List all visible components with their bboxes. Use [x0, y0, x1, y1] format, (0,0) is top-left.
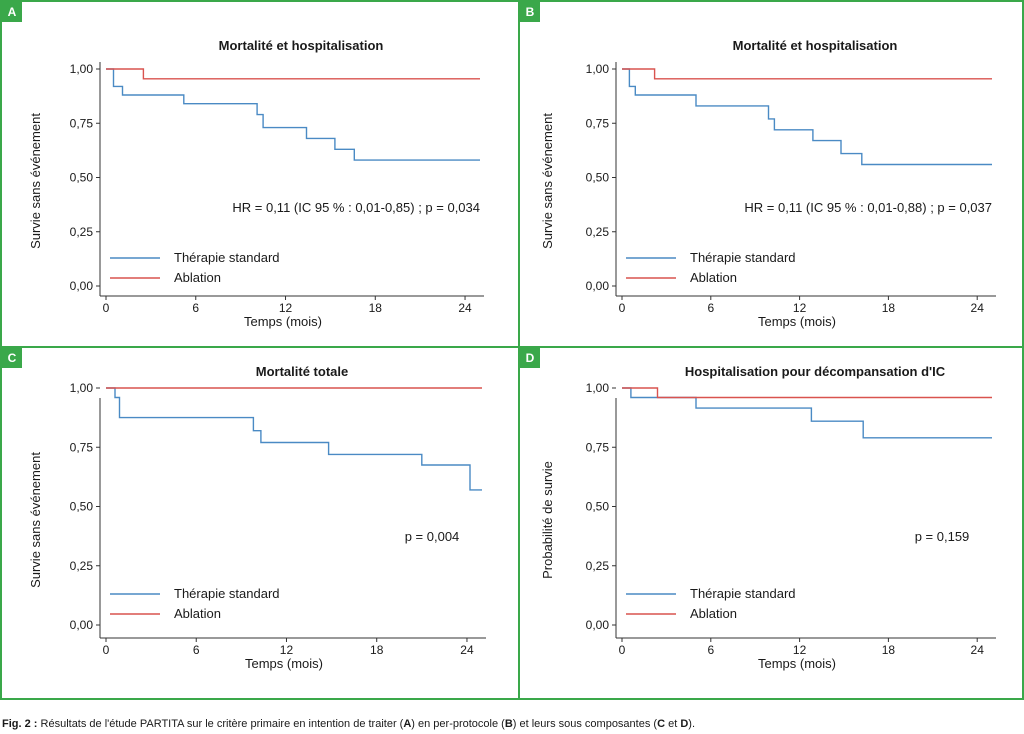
stat-annotation: HR = 0,11 (IC 95 % : 0,01-0,88) ; p = 0,…	[744, 200, 992, 215]
y-axis-label: Survie sans événement	[540, 113, 555, 249]
x-tick-label: 24	[458, 301, 472, 315]
y-tick-label: 1,00	[70, 62, 94, 76]
legend-label: Thérapie standard	[690, 586, 796, 601]
chart-a: Mortalité et hospitalisation 0,00 0,25 0,50…	[28, 38, 484, 329]
x-tick-label: 24	[971, 643, 985, 657]
stat-annotation: p = 0,004	[405, 529, 460, 544]
caption-text-4: et	[665, 718, 681, 730]
series-line-ablation	[106, 68, 480, 80]
x-tick-label: 18	[369, 301, 383, 315]
x-tick-label: 12	[793, 643, 807, 657]
chart-title: Mortalité totale	[256, 364, 348, 379]
x-tick-label: 18	[882, 301, 896, 315]
y-axis-label: Survie sans événement	[28, 452, 43, 588]
y-tick-label: 0,50	[586, 171, 610, 185]
panel-d: D Hospitalisation pour décompansation d'…	[518, 346, 1024, 700]
y-tick-label: 0,00	[586, 279, 610, 293]
caption-letter-c: C	[657, 718, 666, 730]
legend-label: Ablation	[174, 270, 221, 285]
legend-label: Ablation	[174, 606, 221, 621]
y-tick-label: 0,25	[586, 225, 610, 239]
series-line-ablation	[622, 68, 992, 80]
legend-label: Thérapie standard	[690, 250, 796, 265]
chart-d: Hospitalisation pour décompansation d'IC…	[540, 364, 996, 671]
x-tick-label: 0	[103, 643, 110, 657]
series-line-standard	[622, 68, 992, 166]
chart-title: Mortalité et hospitalisation	[219, 38, 384, 53]
y-tick-label: 0,25	[70, 559, 94, 573]
series-line-ablation	[622, 387, 992, 399]
y-axis-label: Survie sans événement	[28, 113, 43, 249]
legend-label: Thérapie standard	[174, 250, 280, 265]
x-tick-label: 6	[192, 301, 199, 315]
y-tick-label: 0,75	[586, 440, 610, 454]
panel-label: D	[520, 348, 540, 368]
panel-a: A Mortalité et hospitalisation 0,00 0,25 0,…	[0, 0, 520, 348]
caption-letter-d: D	[680, 718, 689, 730]
y-tick-label: 0,00	[586, 618, 610, 632]
x-tick-label: 6	[707, 643, 714, 657]
caption-prefix: Fig. 2 :	[2, 718, 38, 730]
series-line-standard	[622, 387, 992, 439]
x-tick-label: 24	[971, 301, 985, 315]
x-tick-label: 0	[103, 301, 110, 315]
x-tick-label: 6	[193, 643, 200, 657]
caption-text-2: ) en per-protocole (	[411, 718, 505, 730]
y-tick-label: 0,50	[70, 171, 94, 185]
chart-title: Hospitalisation pour décompansation d'IC	[685, 364, 946, 379]
y-tick-label: 1,00	[70, 381, 94, 395]
chart-c: Mortalité totale 0,00 0,25 0,50 0,75 1,00 0 6 12…	[28, 364, 486, 671]
panel-c: C Mortalité totale 0,00 0,25 0,50 0,75 1,00 0 6…	[0, 346, 520, 700]
y-tick-label: 0,25	[586, 559, 610, 573]
caption-letter-b: B	[504, 718, 513, 730]
figure-caption: Fig. 2 : Résultats de l'étude PARTITA su…	[2, 718, 695, 730]
chart-title: Mortalité et hospitalisation	[733, 38, 898, 53]
x-tick-label: 0	[619, 301, 626, 315]
panel-label: B	[520, 2, 540, 22]
chart-b: Mortalité et hospitalisation 0,00 0,25 0,50…	[540, 38, 996, 329]
legend-label: Ablation	[690, 606, 737, 621]
y-tick-label: 0,50	[70, 500, 94, 514]
x-axis-label: Temps (mois)	[758, 656, 836, 671]
y-tick-label: 1,00	[586, 62, 610, 76]
x-axis-label: Temps (mois)	[244, 314, 322, 329]
series-line-standard	[106, 387, 482, 491]
series-line-standard	[106, 68, 480, 161]
y-tick-label: 0,75	[70, 440, 94, 454]
x-tick-label: 18	[370, 643, 384, 657]
caption-text-5: ).	[688, 718, 696, 730]
x-tick-label: 0	[619, 643, 626, 657]
stat-annotation: HR = 0,11 (IC 95 % : 0,01-0,85) ; p = 0,…	[232, 200, 480, 215]
caption-letter-a: A	[403, 718, 412, 730]
y-tick-label: 1,00	[586, 381, 610, 395]
panel-b: B Mortalité et hospitalisation 0,00 0,25 0,…	[518, 0, 1024, 348]
y-axis-label: Probabilité de survie	[540, 461, 555, 579]
panel-label: C	[2, 348, 22, 368]
y-tick-label: 0,75	[586, 116, 610, 130]
x-axis-label: Temps (mois)	[245, 656, 323, 671]
x-tick-label: 12	[280, 643, 294, 657]
stat-annotation: p = 0,159	[915, 529, 970, 544]
x-axis-label: Temps (mois)	[758, 314, 836, 329]
legend-label: Thérapie standard	[174, 586, 280, 601]
x-tick-label: 6	[707, 301, 714, 315]
caption-text-1: Résultats de l'étude PARTITA sur le crit…	[37, 718, 404, 730]
x-tick-label: 12	[279, 301, 293, 315]
caption-text-3: ) et leurs sous composantes (	[512, 718, 658, 730]
y-tick-label: 0,00	[70, 279, 94, 293]
y-tick-label: 0,25	[70, 225, 94, 239]
panel-label: A	[2, 2, 22, 22]
y-tick-label: 0,00	[70, 618, 94, 632]
y-tick-label: 0,50	[586, 500, 610, 514]
x-tick-label: 12	[793, 301, 807, 315]
legend-label: Ablation	[690, 270, 737, 285]
x-tick-label: 24	[460, 643, 474, 657]
x-tick-label: 18	[882, 643, 896, 657]
y-tick-label: 0,75	[70, 116, 94, 130]
